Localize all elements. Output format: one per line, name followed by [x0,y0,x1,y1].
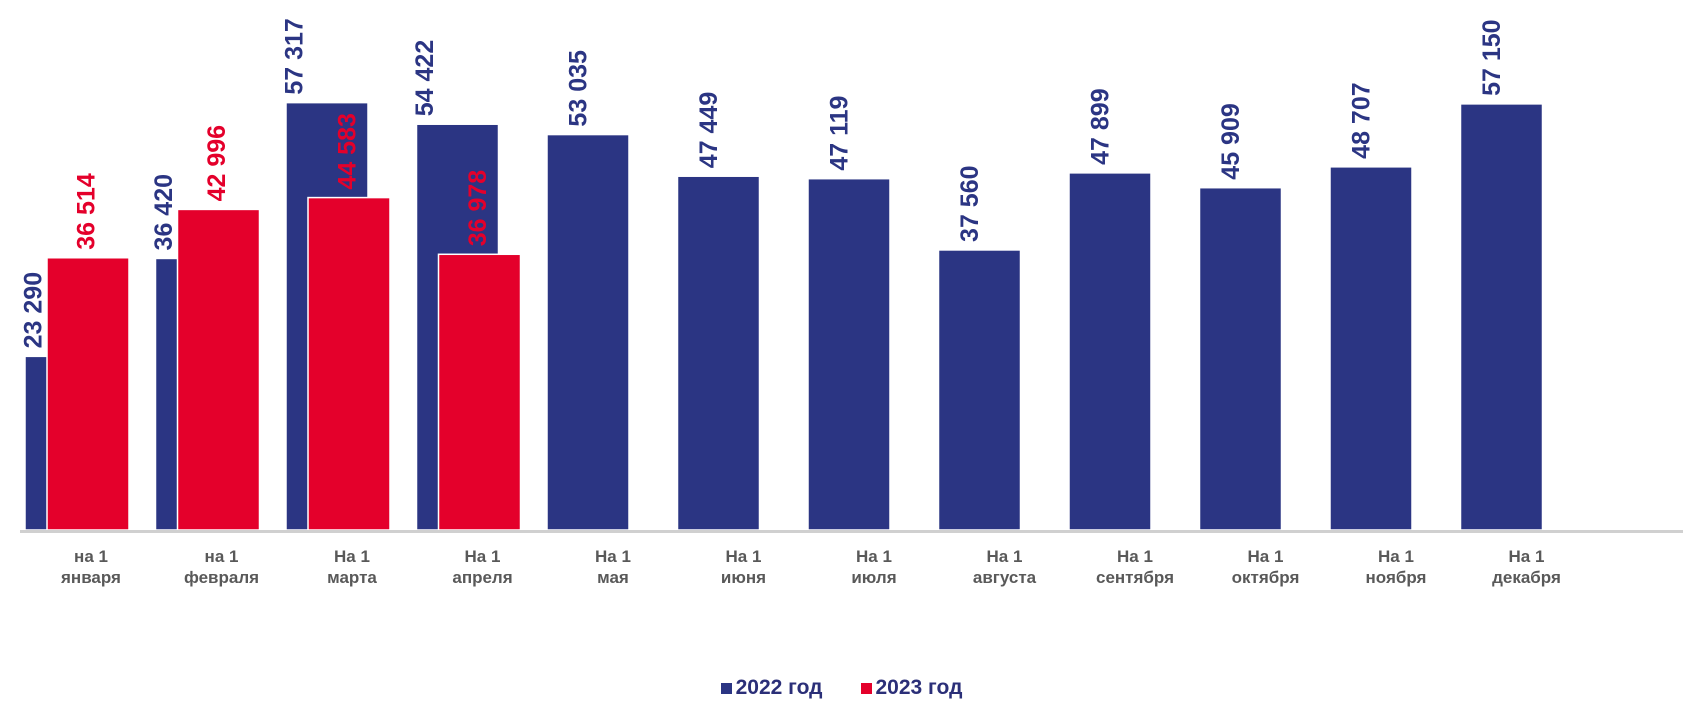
x-tick-label-line: июня [721,568,766,587]
x-tick-label-line: апреля [452,568,512,587]
x-tick-label-line: марта [327,568,377,587]
value-label-2022-год-9: 45 909 [1217,103,1245,179]
x-tick-label-line: На 1 [1378,547,1414,566]
bar-2022-год-5 [676,175,761,531]
bar-2022-год-9 [1198,186,1283,531]
value-label-2023-год-3: 36 978 [464,170,492,247]
x-tick-label-line: На 1 [334,547,370,566]
value-label-2022-год-11: 57 150 [1478,19,1506,95]
x-tick-label-8: На 1 сентября [1096,547,1174,587]
x-tick-label-7: На 1 августа [973,547,1037,587]
legend-item-2023: 2023 год [860,676,963,700]
x-tick-label-line: августа [973,568,1037,587]
x-tick-label-line: На 1 [1248,547,1284,566]
x-tick-label-line: на 1 [205,547,239,566]
x-tick-label-line: На 1 [1117,547,1153,566]
legend-swatch-2023 [860,682,872,694]
value-label-2022-год-6: 47 119 [826,96,854,171]
x-tick-label-1: на 1 февраля [184,547,259,587]
chart-legend: 2022 год 2023 год [0,676,1683,700]
bar-2023-год-0 [46,256,130,531]
value-label-2022-год-4: 53 035 [565,50,593,127]
x-tick-label-5: На 1 июня [721,547,766,587]
legend-label-2023: 2023 год [875,676,963,699]
x-tick-label-line: ноября [1366,568,1427,587]
x-tick-label-3: На 1 апреля [452,547,512,587]
x-tick-label-line: на 1 [74,547,108,566]
bar-2023-год-3 [437,253,522,531]
value-label-2022-год-2: 57 317 [281,18,309,94]
x-tick-label-line: сентября [1096,568,1174,587]
x-tick-label-line: На 1 [726,547,762,566]
bar-2022-год-6 [807,177,891,531]
x-tick-label-0: на 1 января [60,547,121,587]
value-label-2022-год-10: 48 707 [1348,82,1376,158]
bar-2022-год-4 [546,133,630,531]
value-label-2022-год-8: 47 899 [1087,88,1115,164]
legend-item-2022: 2022 год [720,676,823,700]
legend-swatch-2022 [720,682,732,694]
value-label-2023-год-2: 44 583 [334,113,362,189]
bar-2022-год-8 [1068,172,1152,531]
value-label-2023-год-0: 36 514 [73,173,101,250]
x-tick-label-line: На 1 [1509,547,1545,566]
x-tick-label-6: На 1 июля [851,547,896,587]
value-label-2022-год-0: 23 290 [20,272,48,348]
x-tick-label-11: На 1 декабря [1492,547,1561,587]
x-tick-label-line: октября [1232,568,1300,587]
x-tick-label-line: На 1 [987,547,1023,566]
value-label-2022-год-3: 54 422 [411,40,439,116]
x-tick-label-9: На 1 октября [1232,547,1300,587]
bar-2022-год-10 [1329,166,1413,531]
bar-2023-год-1 [176,208,261,531]
value-label-2023-год-1: 42 996 [203,125,231,201]
legend-label-2022: 2022 год [735,676,823,699]
x-tick-label-line: На 1 [595,547,631,566]
x-tick-label-2: На 1 марта [327,547,377,587]
value-label-2022-год-5: 47 449 [695,92,723,168]
x-tick-label-line: июля [851,568,896,587]
bar-2022-год-11 [1459,103,1544,531]
value-label-2022-год-7: 37 560 [956,165,984,241]
x-tick-label-line: января [60,568,121,587]
x-tick-label-line: мая [597,568,629,587]
x-tick-label-line: декабря [1492,568,1561,587]
bar-2022-год-7 [937,249,1022,531]
x-tick-label-10: На 1 ноября [1366,547,1427,587]
bar-2023-год-2 [307,196,391,531]
x-tick-label-line: На 1 [465,547,501,566]
x-tick-label-line: На 1 [856,547,892,566]
value-label-2022-год-1: 36 420 [150,174,178,250]
x-tick-label-line: февраля [184,568,259,587]
x-tick-label-4: На 1 мая [595,547,631,587]
